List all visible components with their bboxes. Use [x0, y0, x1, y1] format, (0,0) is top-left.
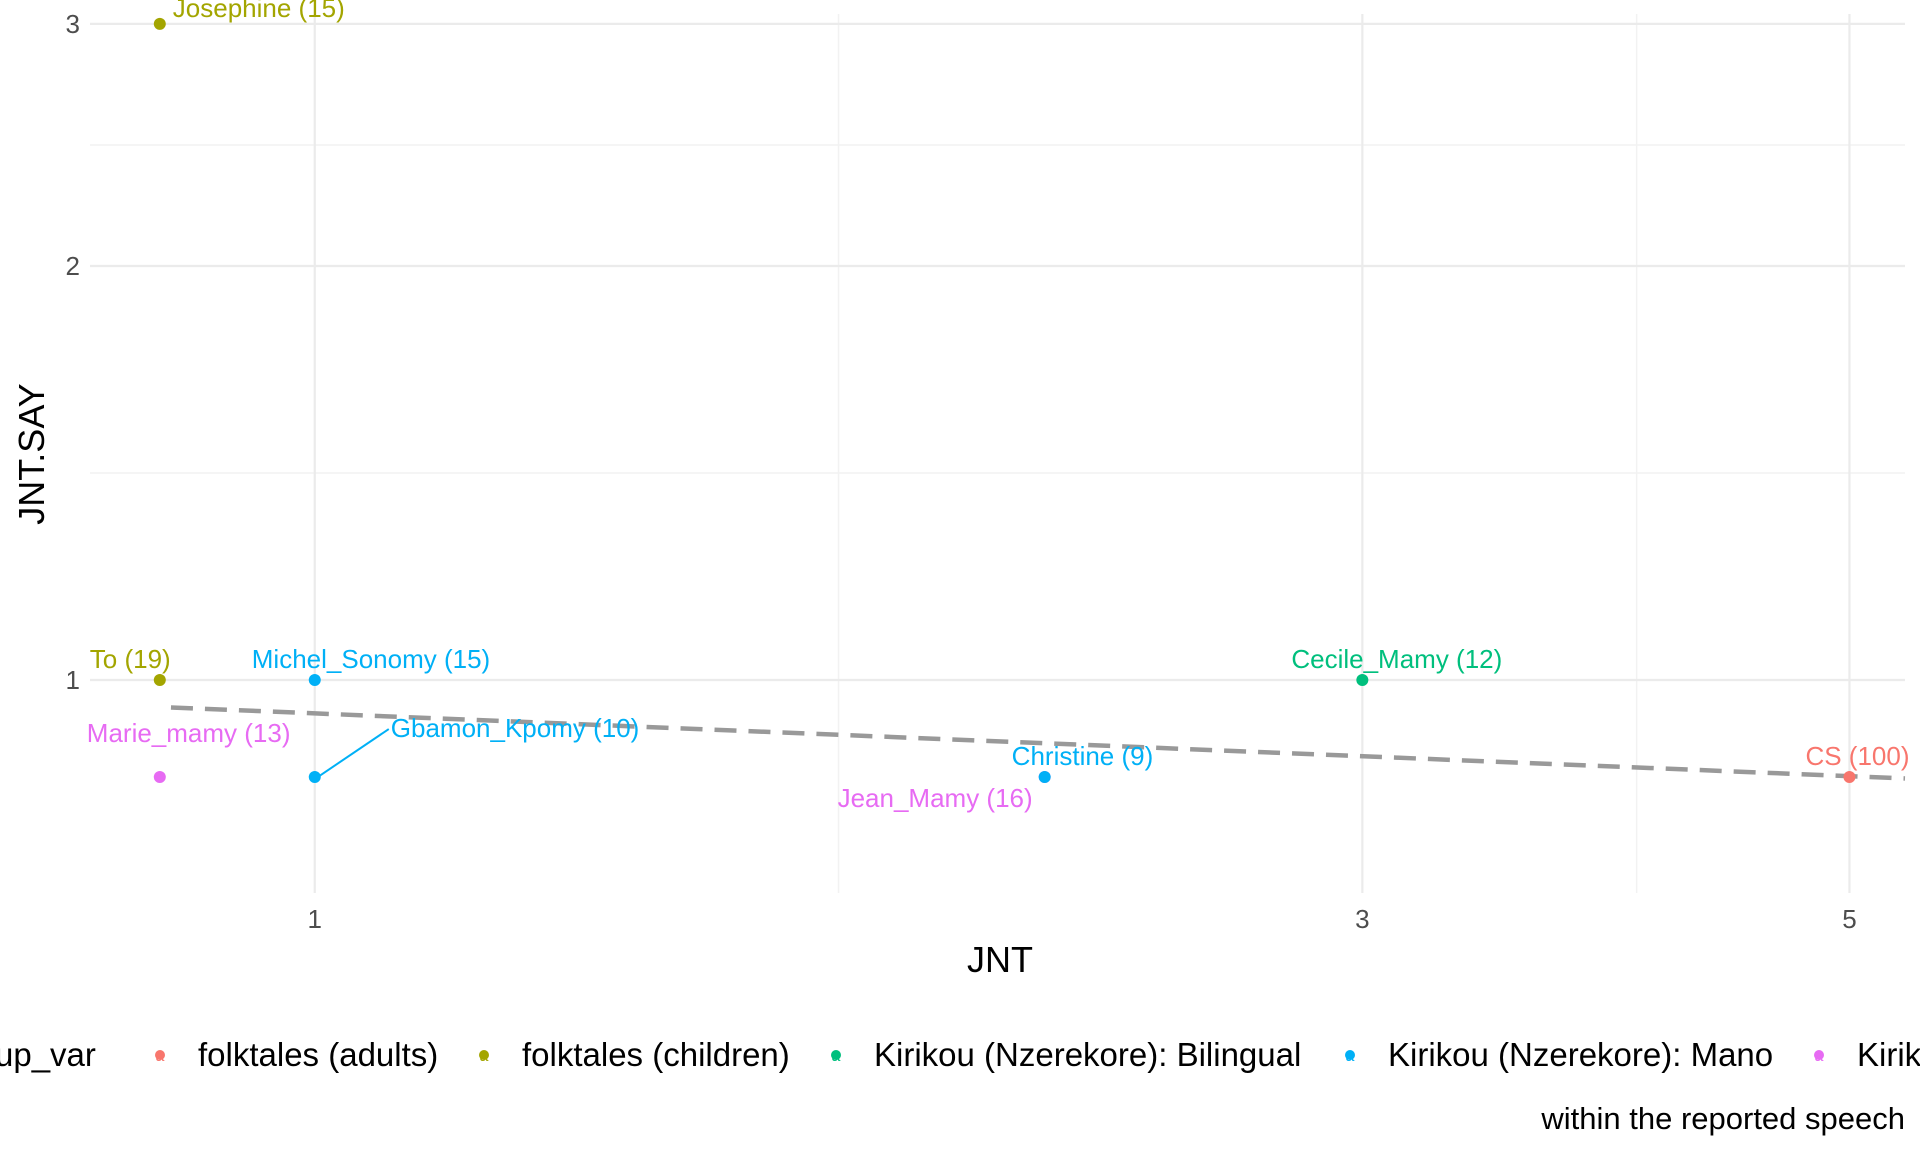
- legend-key-point: [155, 1050, 165, 1060]
- legend-key-glyph: a: [156, 1048, 165, 1065]
- x-axis-title: JNT: [967, 939, 1033, 980]
- point-label: To (19): [90, 644, 171, 674]
- legend-entry-label: folktales (children): [522, 1036, 790, 1073]
- legend-key-point: [831, 1050, 841, 1060]
- data-points: [153, 17, 1856, 784]
- legend-key-glyph: a: [1815, 1048, 1824, 1065]
- legend-key-glyph: a: [480, 1048, 489, 1065]
- y-tick-label: 2: [66, 251, 80, 281]
- data-point: [153, 17, 166, 30]
- axis-ticks: 1 3 5 1 2 3: [66, 9, 1857, 934]
- label-leader-lines: [317, 728, 390, 778]
- point-label: Marie_mamy (13): [87, 718, 291, 748]
- x-tick-label: 3: [1355, 904, 1369, 934]
- point-label: Josephine (15): [173, 0, 345, 23]
- y-axis-title: JNT.SAY: [11, 383, 52, 524]
- point-labels: Josephine (15) To (19) Michel_Sonomy (15) G…: [87, 0, 1910, 813]
- legend: up_var a folktales (adults) a folktales (ch…: [0, 1036, 1920, 1073]
- x-tick-label: 5: [1842, 904, 1856, 934]
- legend-key-point: [479, 1050, 489, 1060]
- legend-key-point: [1814, 1050, 1824, 1060]
- legend-entry-label: folktales (adults): [198, 1036, 438, 1073]
- legend-entry-label: Kirikou (Nzerekore): Mano: [1388, 1036, 1773, 1073]
- x-tick-label: 1: [308, 904, 322, 934]
- data-point: [308, 673, 321, 686]
- point-label: Christine (9): [1012, 741, 1154, 771]
- legend-title: up_var: [0, 1036, 96, 1073]
- y-tick-label: 3: [66, 9, 80, 39]
- legend-key-point: [1345, 1050, 1355, 1060]
- label-leader-line: [317, 728, 390, 778]
- data-point: [1038, 771, 1051, 784]
- data-point: [153, 771, 166, 784]
- point-label: Michel_Sonomy (15): [252, 644, 490, 674]
- legend-key-glyph: a: [1346, 1048, 1355, 1065]
- legend-entry-label: Kirik: [1857, 1036, 1920, 1073]
- point-label: Jean_Mamy (16): [838, 783, 1033, 813]
- point-label: CS (100): [1805, 741, 1909, 771]
- data-point: [308, 771, 321, 784]
- data-point: [1843, 771, 1856, 784]
- trend-line-path: [170, 705, 1906, 781]
- legend-key-glyph: a: [832, 1048, 841, 1065]
- point-label: Gbamon_Kpomy (10): [391, 713, 640, 743]
- grid-lines: [90, 14, 1905, 893]
- y-tick-label: 1: [66, 665, 80, 695]
- data-point: [153, 673, 166, 686]
- legend-entry-label: Kirikou (Nzerekore): Bilingual: [874, 1036, 1301, 1073]
- trend-line: [170, 705, 1906, 781]
- data-point: [1356, 673, 1369, 686]
- point-label: Cecile_Mamy (12): [1291, 644, 1502, 674]
- caption: within the reported speech: [1540, 1101, 1905, 1136]
